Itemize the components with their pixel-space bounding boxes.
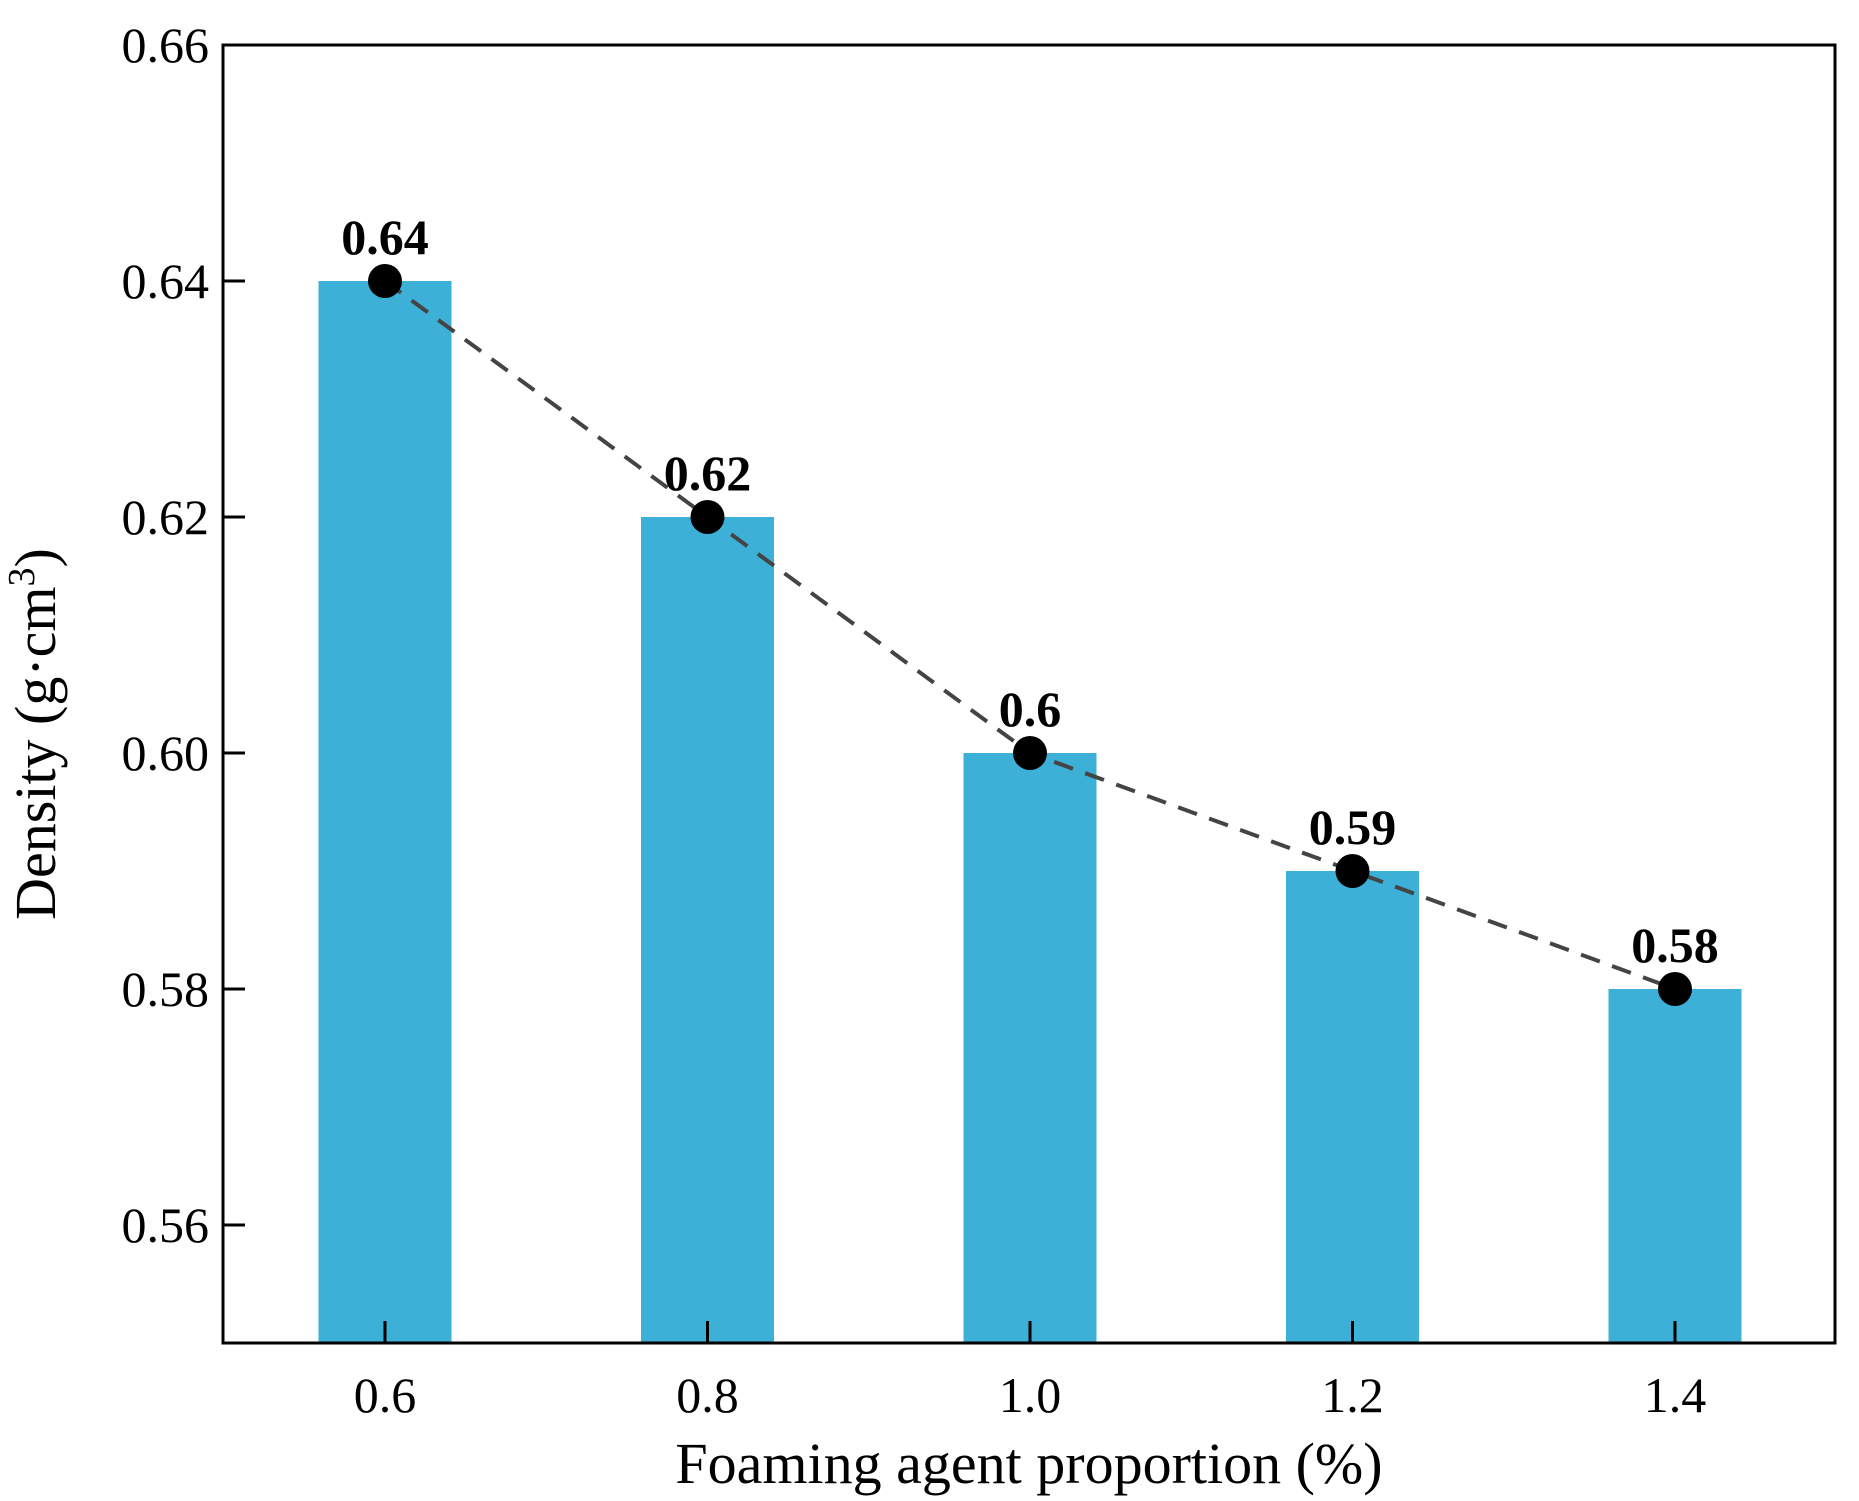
data-label-0.6: 0.64 — [341, 209, 429, 265]
x-tick-label-0.8: 0.8 — [676, 1367, 739, 1423]
data-labels-layer: 0.64 0.62 0.6 0.59 0.58 — [341, 209, 1719, 973]
data-label-1.0: 0.6 — [999, 681, 1062, 737]
data-label-1.2: 0.59 — [1309, 799, 1397, 855]
y-axis-title-superscript: 3 — [1, 567, 43, 586]
bar-1.2 — [1286, 871, 1419, 1343]
marker-1.2 — [1335, 854, 1370, 888]
y-axis-title-close: ) — [3, 548, 68, 567]
markers-layer — [368, 264, 1692, 1006]
marker-0.6 — [368, 264, 402, 298]
bars-layer — [318, 281, 1742, 1343]
y-tick-label-0.60: 0.60 — [122, 725, 210, 781]
x-axis-title: Foaming agent proportion (%) — [675, 1431, 1382, 1496]
y-tick-label-0.58: 0.58 — [122, 961, 210, 1017]
marker-1.0 — [1013, 736, 1047, 770]
x-tick-label-0.6: 0.6 — [354, 1367, 417, 1423]
x-tick-label-1.2: 1.2 — [1321, 1367, 1384, 1423]
y-axis-title-main: Density (g·cm — [3, 586, 68, 919]
x-tick-label-1.4: 1.4 — [1644, 1367, 1707, 1423]
x-axis-ticks: 0.6 0.8 1.0 1.2 1.4 — [354, 1321, 1707, 1423]
x-tick-label-1.0: 1.0 — [999, 1367, 1062, 1423]
bar-1.0 — [963, 753, 1097, 1343]
marker-1.4 — [1658, 972, 1692, 1006]
y-axis-ticks: 0.56 0.58 0.60 0.62 0.64 0.66 — [122, 17, 245, 1253]
bar-0.6 — [318, 281, 452, 1343]
y-tick-label-0.64: 0.64 — [122, 253, 210, 309]
data-label-0.8: 0.62 — [664, 445, 752, 501]
y-axis-title: Density (g·cm3) — [1, 548, 68, 920]
y-tick-label-0.62: 0.62 — [122, 489, 210, 545]
data-label-1.4: 0.58 — [1631, 917, 1719, 973]
y-tick-label-0.56: 0.56 — [122, 1197, 210, 1253]
bar-1.4 — [1608, 989, 1742, 1343]
marker-0.8 — [690, 500, 725, 534]
y-tick-label-0.66: 0.66 — [122, 17, 210, 73]
bar-0.8 — [641, 517, 774, 1343]
